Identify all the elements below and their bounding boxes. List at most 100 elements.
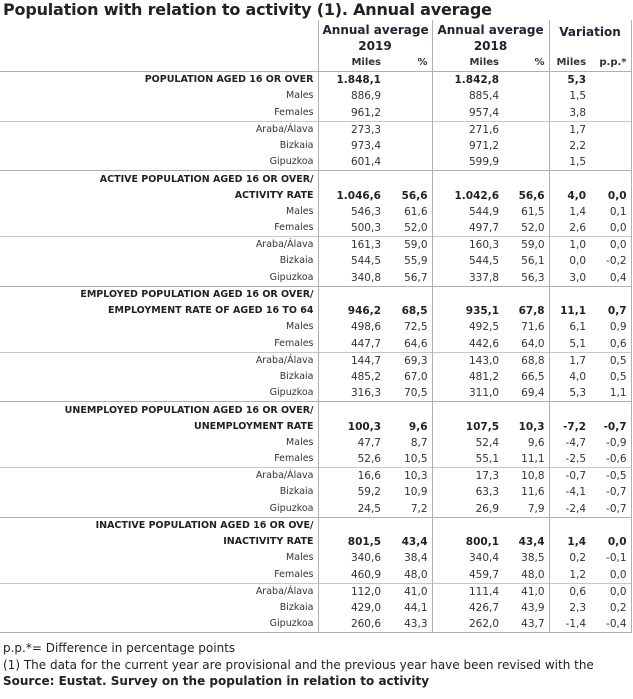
value-cell: -0,6 <box>590 451 632 468</box>
source: Source: Eustat. Survey on the population… <box>3 674 430 688</box>
value-cell: 55,1 <box>431 451 504 468</box>
data-row: Araba/Álava 16,6 10,3 17,3 10,8 -0,7 -0,5 <box>0 467 632 484</box>
data-row: Females 52,6 10,5 55,1 11,1 -2,5 -0,6 <box>0 451 632 468</box>
value-cell: 43,4 <box>503 516 550 550</box>
group-row: UNEMPLOYED POPULATION AGED 16 OR OVER/UN… <box>0 401 632 435</box>
empty-cell <box>503 105 549 122</box>
value-cell: 0,0 <box>590 236 632 253</box>
data-table: Annual average 2019 Annual average 2018 Vari… <box>0 20 632 633</box>
empty-cell <box>590 137 632 154</box>
value-cell: 0,6 <box>548 582 591 600</box>
value-cell: -0,5 <box>590 467 632 484</box>
value-cell: 340,8 <box>317 269 385 286</box>
value-cell: 38,5 <box>521 552 545 565</box>
empty-cell <box>385 88 432 105</box>
row-label: Females <box>0 335 319 352</box>
value-cell: 497,7 <box>431 220 504 237</box>
row-label: Araba/Álava <box>0 467 319 484</box>
value-cell: 26,9 <box>431 500 504 517</box>
value-cell: 260,6 <box>317 616 385 633</box>
value-cell: 5,1 <box>548 335 591 352</box>
data-row: Gipuzkoa 601,4 599,9 1,5 <box>0 154 632 171</box>
value-cell: 63,3 <box>431 484 504 501</box>
empty-cell <box>503 120 550 138</box>
value-cell: 1,0 <box>548 236 591 253</box>
subheader-cell: Miles <box>317 55 385 72</box>
value-cell: 143,0 <box>431 351 504 369</box>
value-cell: -0,2 <box>590 253 632 270</box>
value-cell: 56,7 <box>404 271 428 284</box>
value-cell: 44,1 <box>404 601 428 614</box>
empty-cell <box>385 71 433 88</box>
value-cell: 52,6 <box>317 451 385 468</box>
value-cell: 4,0 <box>548 170 591 204</box>
group-label-line: POPULATION AGED 16 OR OVER <box>144 74 314 85</box>
value-cell: 1,4 <box>548 203 591 220</box>
value-cell: 41,0 <box>503 582 550 600</box>
value-cell: 48,0 <box>404 568 428 581</box>
data-row: Females 460,9 48,0 459,7 48,0 1,2 0,0 <box>0 566 632 583</box>
value-cell: 16,6 <box>317 467 385 484</box>
value-cell: 0,9 <box>590 319 632 336</box>
value-cell: 0,5 <box>590 351 632 369</box>
value-cell: 59,0 <box>385 236 433 253</box>
value-cell: 0,0 <box>590 516 632 550</box>
value-cell: 56,1 <box>521 255 545 268</box>
value-cell: 801,5 <box>317 516 385 550</box>
group-label-line: INACTIVE POPULATION AGED 16 OR OVE/ <box>95 520 314 531</box>
value-cell: 67,0 <box>404 370 428 383</box>
value-cell: 11,6 <box>521 486 545 499</box>
value-cell: 52,0 <box>404 222 428 234</box>
data-row: Araba/Álava 273,3 271,6 1,7 <box>0 120 632 138</box>
group-label-line: ACTIVITY RATE <box>234 189 314 201</box>
header-blank <box>0 20 319 55</box>
data-row: Gipuzkoa 340,8 56,7 337,8 56,3 3,0 0,4 <box>0 269 632 286</box>
value-cell: 61,5 <box>521 205 545 218</box>
subheader-cell: % <box>503 55 550 72</box>
value-cell: 500,3 <box>317 220 385 237</box>
value-cell: 316,3 <box>317 385 385 402</box>
row-label: Gipuzkoa <box>0 154 319 171</box>
value-cell: 973,4 <box>317 137 385 154</box>
group-row: EMPLOYED POPULATION AGED 16 OR OVER/EMPL… <box>0 285 632 319</box>
value-cell: 1.842,8 <box>431 71 504 88</box>
value-cell: 56,3 <box>521 271 545 284</box>
value-cell: 485,2 <box>317 368 385 385</box>
row-label: Gipuzkoa <box>0 269 319 286</box>
value-cell: 599,9 <box>431 154 504 171</box>
notes: p.p.*= Difference in percentage points (1… <box>3 640 594 690</box>
group-row: INACTIVE POPULATION AGED 16 OR OVE/INACT… <box>0 516 632 550</box>
data-row: Araba/Álava 112,0 41,0 111,4 41,0 0,6 0,0 <box>0 582 632 600</box>
data-row: Bizkaia 973,4 971,2 2,2 <box>0 137 632 154</box>
value-cell: 1,7 <box>548 351 591 369</box>
value-cell: 10,8 <box>503 467 550 484</box>
value-cell: 971,2 <box>431 137 504 154</box>
row-label: Males <box>0 319 319 336</box>
row-label: Araba/Álava <box>0 236 319 253</box>
value-cell: 112,0 <box>317 582 385 600</box>
value-cell: 544,5 <box>317 253 385 270</box>
empty-cell <box>385 120 433 138</box>
subheader-cell: Miles <box>431 55 504 72</box>
value-cell: 0,5 <box>590 368 632 385</box>
value-cell: 43,9 <box>521 601 545 614</box>
row-label: Araba/Álava <box>0 582 319 600</box>
row-label: Gipuzkoa <box>0 616 319 633</box>
empty-cell <box>503 88 549 105</box>
value-cell: 61,6 <box>404 205 428 218</box>
subheader-cell: % <box>385 55 433 72</box>
group-label-line: UNEMPLOYMENT RATE <box>194 420 314 432</box>
group-label: EMPLOYED POPULATION AGED 16 OR OVER/EMPL… <box>0 285 319 319</box>
value-cell: -0,4 <box>590 616 632 633</box>
value-cell: 160,3 <box>431 236 504 253</box>
data-row: Males 340,6 38,4 340,4 38,5 0,2 -0,1 <box>0 550 632 567</box>
group-label-line: UNEMPLOYED POPULATION AGED 16 OR OVER/ <box>64 404 314 416</box>
value-cell: 311,0 <box>431 385 504 402</box>
data-row: Males 546,3 61,6 544,9 61,5 1,4 0,1 <box>0 203 632 220</box>
subheader-cell: p.p.* <box>590 55 632 72</box>
subheader-cell: Miles <box>548 55 591 72</box>
value-cell: 43,4 <box>385 516 433 550</box>
value-cell: -4,1 <box>548 484 591 501</box>
value-cell: 273,3 <box>317 120 385 138</box>
